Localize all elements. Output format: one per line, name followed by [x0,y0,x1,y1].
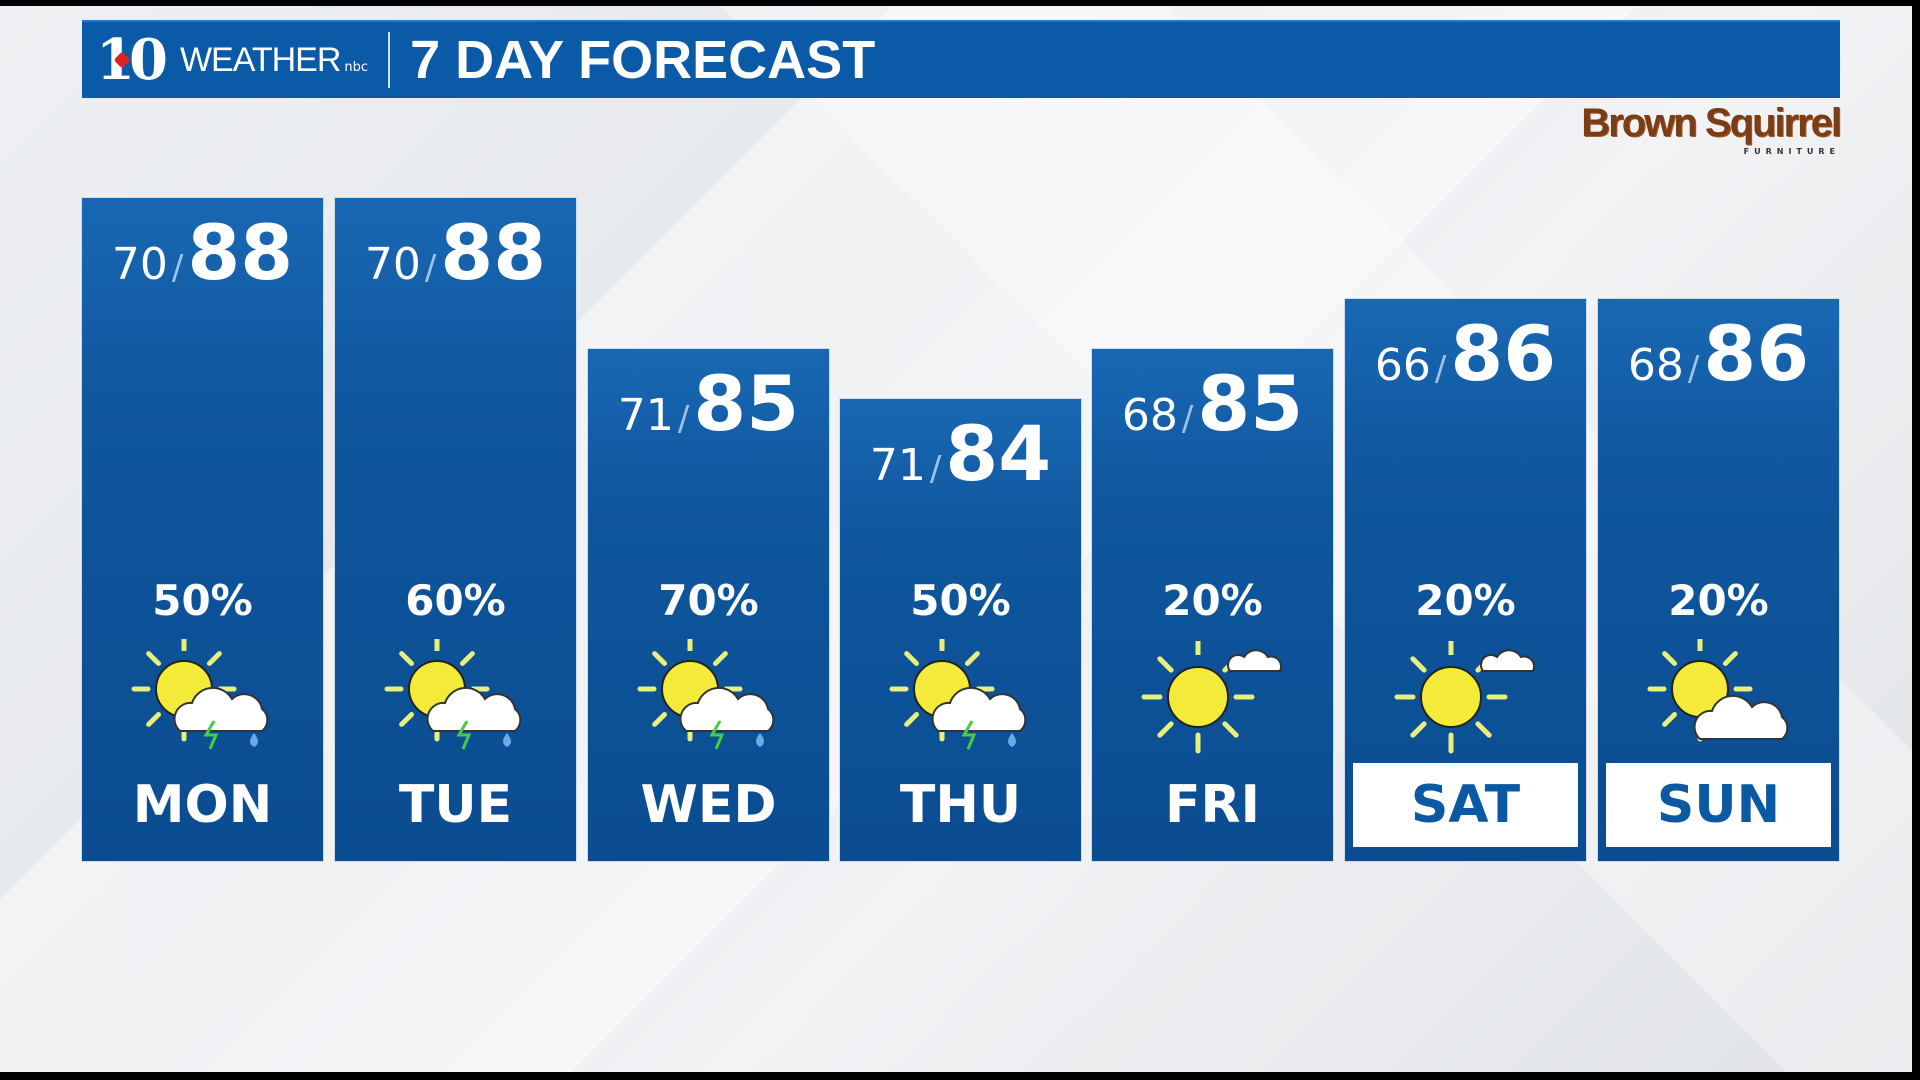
precip-chance: 20% [1668,576,1769,625]
precip-chance: 60% [405,576,506,625]
high-temp: 86 [1450,309,1557,398]
high-temp: 86 [1703,309,1810,398]
temperature-range: 66/86 [1345,309,1586,420]
temperature-range: 70/88 [335,208,576,319]
temp-separator: / [1434,349,1447,389]
high-temp: 85 [693,359,800,448]
day-column-wed: 71/85 70% WED [588,349,829,861]
temperature-range: 71/84 [840,409,1081,520]
day-column-sun: 68/86 20% SUN [1598,299,1839,861]
day-column-thu: 71/84 50% THU [840,399,1081,861]
temp-separator: / [929,449,942,489]
logo-word: WEATHER [179,41,341,79]
temp-separator: / [171,248,184,288]
temp-separator: / [1181,399,1194,439]
nbc-peacock-icon: nbc [344,60,369,75]
precip-chance: 50% [152,576,253,625]
mostly-sunny-icon [1394,641,1536,754]
high-temp: 84 [945,409,1052,498]
low-temp: 70 [111,239,168,290]
forecast-graphic: 10 WEATHER nbc 7 DAY FORECAST Brown Squi… [0,6,1912,1072]
temperature-range: 68/86 [1598,309,1839,420]
day-label: MON [132,775,273,835]
day-label: SUN [1606,763,1831,847]
low-temp: 68 [1627,340,1684,391]
header-divider [388,32,391,88]
day-label: WED [640,775,777,835]
header-bar: 10 WEATHER nbc 7 DAY FORECAST [82,20,1840,98]
low-temp: 71 [869,440,926,491]
sponsor-subtitle: FURNITURE [1743,147,1840,156]
mostly-sunny-icon [1141,641,1283,754]
partly-sunny-thunderstorm-icon [889,639,1027,750]
temperature-range: 68/85 [1092,359,1333,470]
logo-number: 10 [96,27,168,93]
partly-sunny-thunderstorm-icon [637,639,775,750]
precip-chance: 70% [658,576,759,625]
day-label: THU [899,775,1022,835]
partly-sunny-thunderstorm-icon [131,639,269,750]
sponsor-logo: Brown Squirrel FURNITURE [1505,100,1842,157]
day-column-fri: 68/85 20% FRI [1092,349,1333,861]
temperature-range: 70/88 [82,208,323,319]
day-label: TUE [398,775,513,835]
page-title: 7 DAY FORECAST [410,30,876,90]
temperature-range: 71/85 [588,359,829,470]
low-temp: 66 [1374,340,1431,391]
high-temp: 85 [1197,359,1304,448]
partly-cloudy-icon [1647,639,1789,742]
low-temp: 68 [1121,390,1178,441]
partly-sunny-thunderstorm-icon [384,639,522,750]
precip-chance: 20% [1415,576,1516,625]
day-column-mon: 70/88 50% MON [82,198,323,861]
sponsor-name: Brown Squirrel [1581,101,1842,145]
station-logo: 10 [96,27,168,93]
high-temp: 88 [187,208,294,297]
temp-separator: / [677,399,690,439]
low-temp: 70 [364,239,421,290]
day-column-sat: 66/86 20% SAT [1345,299,1586,861]
precip-chance: 50% [910,576,1011,625]
low-temp: 71 [617,390,674,441]
precip-chance: 20% [1162,576,1263,625]
temp-separator: / [1687,349,1700,389]
temp-separator: / [424,248,437,288]
day-label: FRI [1165,775,1260,835]
high-temp: 88 [440,208,547,297]
day-column-tue: 70/88 60% TUE [335,198,576,861]
day-label: SAT [1353,763,1578,847]
